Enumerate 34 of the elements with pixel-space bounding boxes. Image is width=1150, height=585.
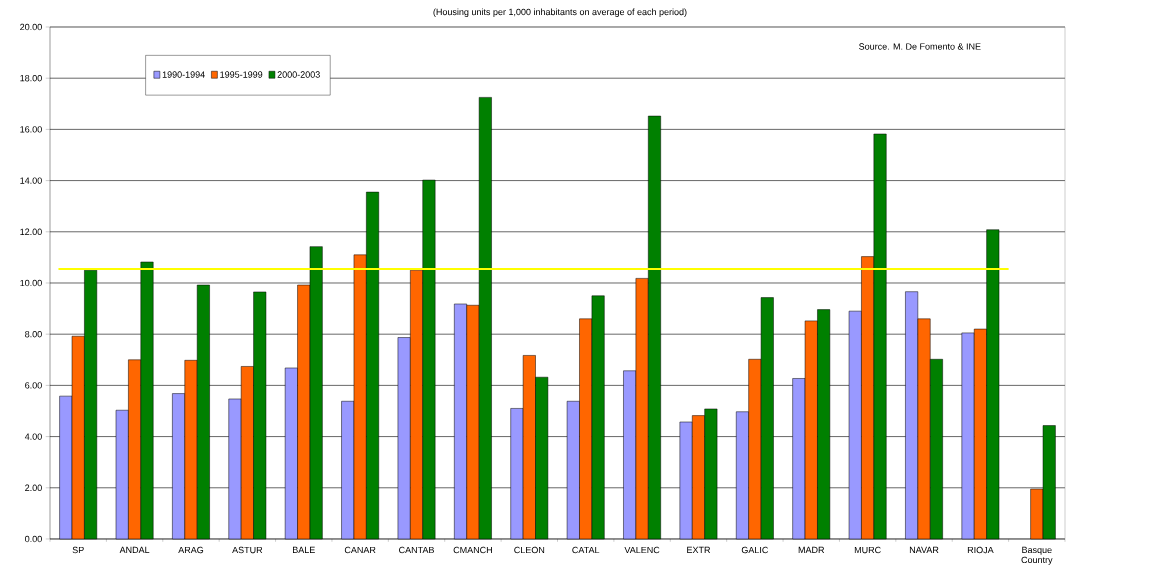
x-tick-label: MURC [854,546,881,554]
y-tick-label: 18.00 [20,75,42,82]
y-tick-label: 4.00 [24,433,42,440]
y-tick-label: 12.00 [20,228,42,235]
annotation: Source. M. De Fomento & INE [859,43,981,50]
x-tick-label: ASTUR [232,546,263,554]
x-tick-label: NAVAR [909,546,939,553]
x-tick-label: RIOJA [967,546,994,554]
y-tick-label: 2.00 [25,484,42,491]
x-tick-label: Basque Country [1021,546,1053,565]
x-tick-label: MADR [798,546,825,553]
legend-label: 1995-1999 [220,71,263,78]
y-tick-label: 16.00 [20,126,42,133]
y-tick-label: 0.00 [25,535,42,543]
x-tick-label: ANDAL [119,546,150,553]
x-tick-label: CLEON [514,546,545,554]
x-tick-label: CMANCH [453,546,492,554]
x-tick-label: CATAL [572,546,600,554]
x-tick-label: ARAG [178,546,204,554]
x-tick-label: BALE [292,546,315,553]
y-tick-label: 6.00 [25,382,42,389]
y-tick-label: 10.00 [20,279,42,287]
x-tick-label: CANAR [344,546,376,554]
legend-label: 2000-2003 [277,71,320,78]
y-tick-label: 8.00 [25,331,42,338]
x-tick-label: EXTR [687,546,711,553]
x-tick-label: CANTAB [399,546,434,554]
x-tick-label: VALENC [624,546,660,554]
x-tick-label: GALIC [741,546,769,554]
x-tick-label: SP [72,546,84,554]
y-tick-label: 14.00 [20,177,42,184]
y-tick-label: 20.00 [20,23,42,31]
legend-label: 1990-1994 [162,71,205,78]
chart-title: (Housing units per 1,000 inhabitants on average of each period) [433,8,687,17]
